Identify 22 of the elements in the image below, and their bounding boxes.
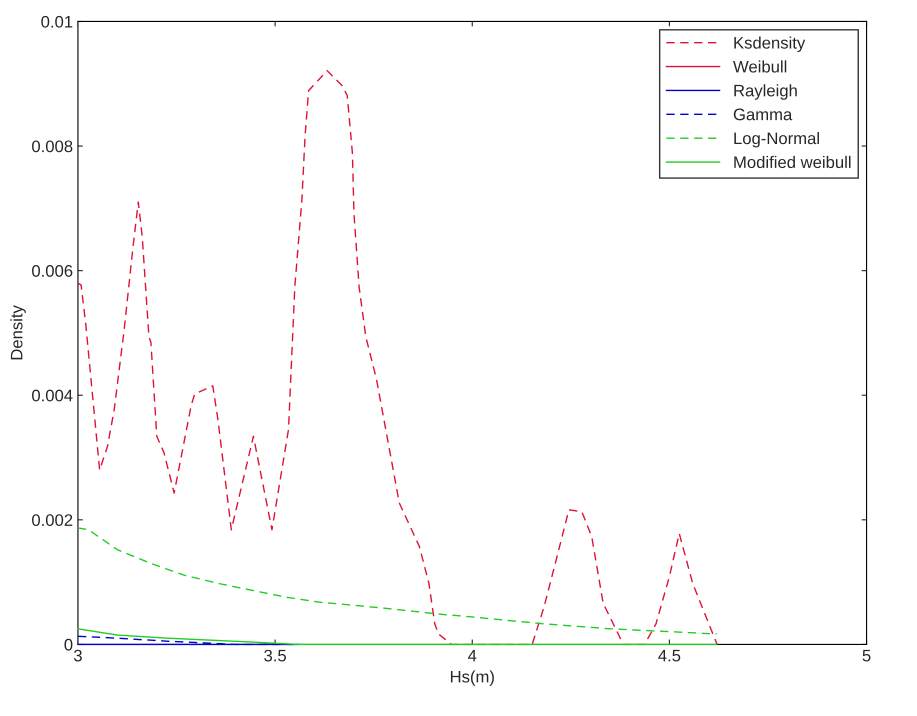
line-series — [77, 70, 718, 646]
legend-label: Gamma — [734, 108, 792, 120]
x-tick-label: 5 — [862, 650, 870, 662]
x-tick-label: 3 — [74, 650, 82, 662]
legend-label: Log-Normal — [734, 132, 819, 148]
x-tick-label: 4 — [468, 650, 476, 662]
legend-label: Weibull — [733, 60, 786, 73]
y-tick-label: 0.002 — [32, 514, 72, 526]
y-axis-title: Density — [10, 305, 26, 360]
y-tick-label: 0.006 — [32, 265, 72, 277]
x-tick-label: 3.5 — [264, 650, 286, 662]
y-tick-label: 0.008 — [32, 140, 72, 152]
y-tick-label: 0.01 — [41, 16, 72, 28]
y-tick-label: 0.004 — [32, 390, 73, 402]
line-series — [77, 628, 718, 646]
x-axis-title: Hs(m) — [450, 670, 494, 686]
legend-label: Modified weibull — [734, 156, 850, 168]
x-tick-label: 4.5 — [658, 650, 680, 662]
legend-label: Ksdensity — [734, 36, 806, 52]
line-series — [77, 527, 718, 635]
y-tick-label: 0 — [64, 638, 72, 651]
legend-label: Rayleigh — [734, 84, 797, 100]
